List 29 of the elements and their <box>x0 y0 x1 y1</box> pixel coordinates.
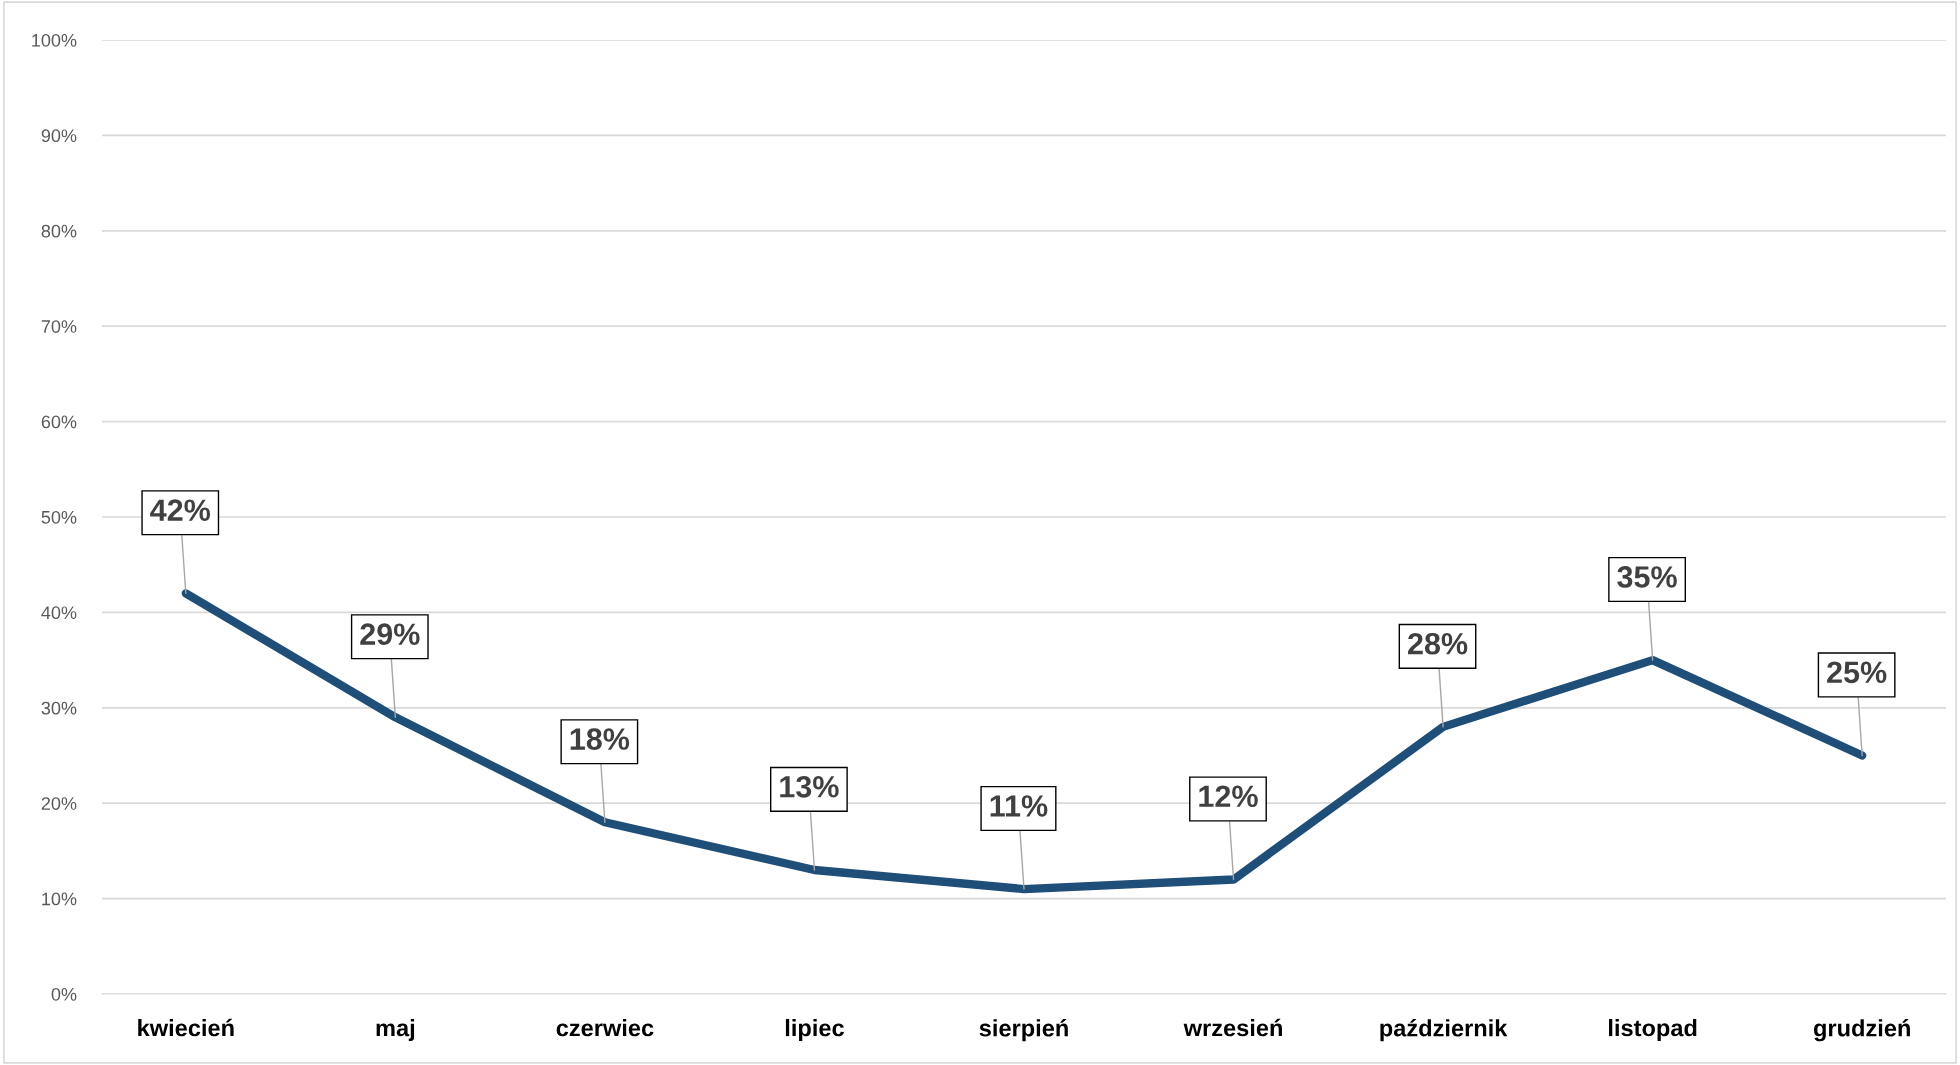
y-tick-label: 0% <box>51 987 77 1001</box>
data-label: 11% <box>990 795 1048 817</box>
data-label: 42% <box>150 499 211 521</box>
x-tick-label: wrzesień <box>1183 1018 1282 1037</box>
data-label: 12% <box>1199 785 1258 808</box>
y-tick-label: 20% <box>41 797 77 810</box>
x-tick-label: październik <box>1380 1019 1508 1042</box>
y-tick-label: 100% <box>32 33 77 47</box>
y-tick-label: 10% <box>42 892 77 906</box>
y-tick-label: 50% <box>41 510 77 524</box>
x-tick-label: lipiec <box>785 1019 844 1042</box>
data-label: 13% <box>780 775 839 798</box>
y-tick-label: 30% <box>41 701 77 715</box>
data-label: 29% <box>360 623 420 645</box>
data-label: 25% <box>1827 661 1887 684</box>
data-label: 35% <box>1617 566 1677 588</box>
data-label: 28% <box>1408 632 1468 655</box>
x-tick-label: grudzień <box>1813 1019 1910 1042</box>
y-tick-label: 40% <box>41 606 77 620</box>
x-tick-label: czerwiec <box>556 1019 654 1037</box>
y-tick-label: 60% <box>41 415 77 429</box>
x-tick-label: kwiecień <box>138 1018 234 1037</box>
y-tick-label: 80% <box>41 224 77 238</box>
x-tick-label: sierpień <box>979 1019 1068 1042</box>
y-tick-label: 90% <box>41 129 77 143</box>
x-tick-label: maj <box>376 1019 415 1042</box>
x-tick-label: listopad <box>1609 1019 1697 1042</box>
y-tick-label: 70% <box>41 320 77 333</box>
data-label: 18% <box>570 728 630 750</box>
